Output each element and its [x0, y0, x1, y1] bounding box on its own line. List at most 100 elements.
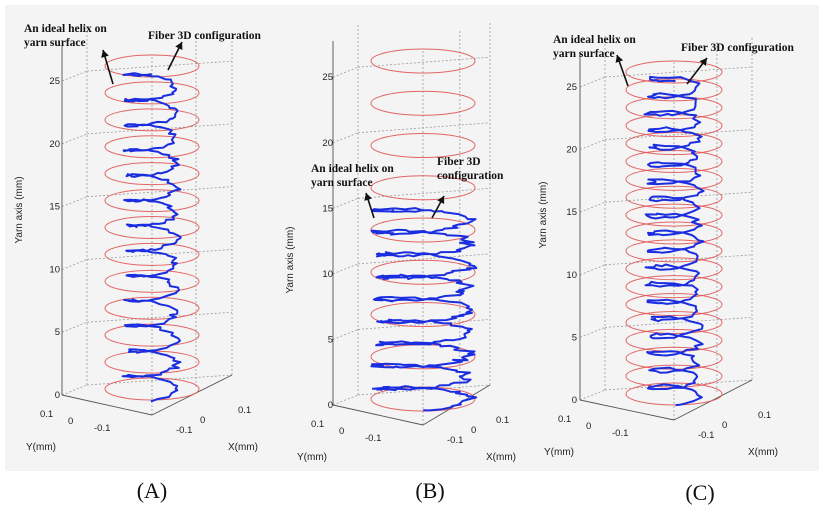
helix-turn	[370, 302, 476, 327]
helix-turn	[625, 239, 723, 263]
helix-turn	[625, 203, 723, 227]
annotation-fiber-3d: Fiber 3D configuration	[148, 30, 261, 42]
y-floor-axis-label: Y(mm)	[297, 452, 327, 463]
z-tick-label: 10	[322, 269, 333, 280]
grid-z-line	[579, 139, 606, 151]
annotation-line: yarn surface	[24, 37, 86, 49]
annotation-line: Fiber 3D configuration	[148, 30, 261, 42]
helix-turn	[104, 323, 200, 347]
z-tick-label: 10	[49, 264, 60, 275]
fiber-3d-path	[643, 75, 705, 407]
helix-turn	[104, 242, 200, 266]
grid-z-line	[604, 254, 753, 266]
panel-b: 0 5 10 15 20 25 Yarn axis (mm) 0.1 0 -0.1 0.1 0 -0.1…	[285, 21, 516, 463]
annotation-ideal-helix: An ideal helix on yarn surface	[311, 163, 394, 189]
arrow-head	[437, 196, 445, 205]
grid-z-line	[61, 133, 88, 145]
grid-z-line	[579, 264, 606, 276]
x-tick-label: 0	[200, 415, 205, 426]
grid-z-line	[332, 197, 359, 209]
x-tick-label: -0.1	[176, 425, 192, 436]
grid-z-line	[579, 327, 606, 338]
helix-turn	[104, 81, 200, 105]
z-tick-label: 0	[572, 395, 577, 406]
ideal-helix	[104, 54, 200, 401]
grid-z-line	[86, 123, 233, 135]
annotation-fiber-3d: Fiber 3D configuration	[681, 42, 794, 54]
grid-z-line	[604, 66, 753, 78]
z-tick-label: 25	[322, 72, 333, 83]
y-floor-axis-label: Y(mm)	[26, 442, 56, 453]
z-tick-label: 20	[322, 138, 333, 149]
z-tick-label: 15	[49, 202, 60, 213]
x-tick-label: 0.1	[496, 415, 509, 426]
grid-z-line	[604, 379, 753, 391]
y-tick-label: 0.1	[558, 414, 571, 425]
annotation-line: yarn surface	[311, 177, 373, 189]
helix-turn	[625, 149, 723, 173]
helix-turn	[625, 293, 723, 317]
arrow-head	[615, 55, 624, 63]
x-tick-label: 0	[471, 425, 476, 436]
grid-z-line	[332, 329, 359, 340]
z-tick-label: 0	[328, 400, 333, 411]
y-tick-label: -0.1	[365, 433, 381, 444]
annotation-line: configuration	[437, 170, 504, 182]
x-tick-label: 0.1	[758, 410, 771, 421]
x-tick-label: -0.1	[447, 435, 463, 446]
z-tick-label: 20	[566, 145, 577, 156]
z-tick-label: 5	[572, 332, 577, 343]
x-tick-label: 0.1	[238, 405, 251, 416]
box-grid	[61, 28, 233, 415]
annotation-line: An ideal helix on	[311, 163, 394, 175]
z-axis-label: Yarn axis (mm)	[538, 181, 549, 248]
helix-turn	[625, 132, 723, 156]
caption-a: (A)	[137, 478, 168, 503]
panel-b-background	[277, 5, 535, 471]
grid-z-line	[86, 249, 233, 260]
grid-z-line	[579, 389, 606, 401]
helix-turn	[370, 259, 476, 285]
helix-turn	[625, 275, 723, 299]
y-tick-label: 0	[339, 426, 344, 437]
helix-turn	[370, 175, 476, 201]
grid-z-line	[332, 66, 359, 78]
z-tick-label: 25	[566, 82, 577, 93]
grid-z-line	[579, 76, 606, 88]
grid-z-line	[332, 394, 359, 406]
helix-turn	[104, 135, 200, 159]
grid-z-line	[61, 321, 88, 333]
helix-turn	[104, 162, 200, 186]
z-axis-label: Yarn axis (mm)	[14, 176, 25, 243]
fiber-3d-path	[370, 207, 478, 412]
grid-z-line	[61, 70, 88, 82]
arrow-head	[175, 42, 183, 51]
helix-turn	[625, 257, 723, 281]
helix-turn	[625, 185, 723, 209]
z-tick-label: 25	[49, 76, 60, 87]
annotation-line: Fiber 3D configuration	[681, 42, 794, 54]
helix-turn	[370, 133, 476, 158]
y-tick-label: -0.1	[612, 428, 628, 439]
helix-turn	[625, 310, 723, 334]
y-axis-line	[332, 404, 424, 426]
helix-turn	[104, 296, 200, 320]
helix-turn	[104, 269, 200, 293]
grid-z-line	[86, 311, 233, 323]
x-tick-label: -0.1	[698, 430, 714, 441]
helix-turn	[625, 78, 723, 102]
grid-z-line	[332, 263, 359, 275]
arrow-head	[699, 58, 707, 66]
z-tick-label: 5	[328, 334, 333, 345]
z-tick-label: 15	[322, 203, 333, 214]
grid-z-line	[61, 384, 88, 396]
x-floor-axis-label: X(mm)	[748, 447, 778, 458]
annotation-line: Fiber 3D	[437, 156, 481, 168]
y-tick-label: 0.1	[311, 419, 324, 430]
caption-b: (B)	[415, 478, 444, 503]
helix-turn	[104, 189, 200, 213]
x-floor-axis-label: X(mm)	[486, 452, 516, 463]
z-tick-label: 20	[49, 139, 60, 150]
grid-z-line	[61, 196, 88, 208]
arrow-head	[101, 50, 109, 58]
